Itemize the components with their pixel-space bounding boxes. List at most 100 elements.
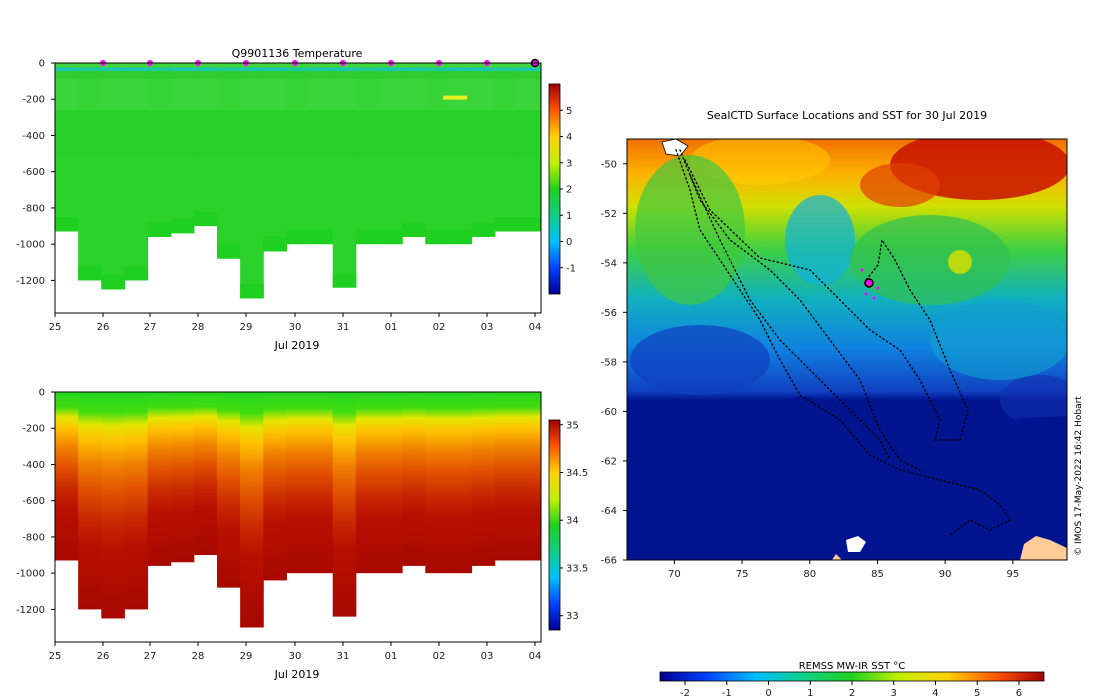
temperature-bottom-layer (471, 222, 496, 237)
x-tick-label: 26 (97, 322, 110, 333)
temperature-layer (448, 63, 473, 68)
x-tick-label: 04 (529, 322, 542, 333)
x-tick-label: 27 (144, 322, 157, 333)
salinity-profile-column (147, 392, 172, 566)
land-south (832, 554, 842, 560)
temperature-layer (101, 110, 125, 158)
temperature-layer (78, 71, 102, 80)
temperature-layer (286, 110, 311, 158)
temperature-layer (193, 110, 218, 158)
temperature-layer (263, 110, 287, 158)
sst-patch-blue-sw (630, 325, 770, 395)
salinity-profiles (55, 392, 542, 628)
temperature-layer (471, 67, 496, 72)
ice-edge-ocean (627, 396, 1067, 560)
map-x-tick-label: 70 (668, 569, 681, 580)
temperature-layer (101, 71, 125, 80)
temperature-layer (402, 71, 426, 80)
salinity-profile-column (379, 392, 403, 574)
temperature-layer (217, 110, 241, 158)
x-tick-label: 01 (385, 322, 398, 333)
colorbar-tick-label: 35 (566, 420, 579, 431)
temperature-layer (124, 71, 149, 80)
sst-field-patches (630, 139, 1067, 425)
recent-location-dot (864, 292, 868, 296)
temperature-layer (355, 63, 380, 68)
colorbar-tick-label: 3 (566, 158, 572, 169)
temperature-layer (332, 79, 357, 111)
salinity-y-axis: 0 -200 -400 -600 -800 -1000 -1200 (16, 388, 55, 616)
temperature-layer (101, 79, 125, 111)
sst-patch-blue-se (1000, 375, 1067, 425)
x-tick-label: 31 (337, 651, 350, 662)
salinity-colorbar-ticks: 33 33.5 34 34.5 35 (560, 420, 588, 622)
temperature-bottom-layer (193, 211, 218, 227)
temperature-layer (55, 67, 79, 72)
x-tick-label: 04 (529, 651, 542, 662)
y-tick-label: -1000 (16, 240, 45, 251)
credit-text: © IMOS 17-May-2022 16:42 Hobart (1074, 396, 1084, 556)
y-tick-label: -800 (22, 532, 45, 543)
temperature-layer (193, 79, 218, 111)
colorbar-tick-label: 0 (566, 237, 572, 248)
temperature-layer (217, 79, 241, 111)
temperature-layer (147, 110, 172, 158)
map-y-tick-label: -56 (601, 308, 617, 319)
salinity-profile-column (448, 392, 473, 574)
map-x-tick-label: 90 (939, 569, 952, 580)
temperature-layer (286, 63, 311, 68)
salinity-colorbar (548, 419, 561, 631)
temperature-x-axis: 25 26 27 28 29 30 31 01 02 03 04 (49, 313, 542, 333)
salinity-x-axis: 25 26 27 28 29 30 31 01 02 03 04 (49, 642, 542, 662)
x-tick-label: 27 (144, 651, 157, 662)
temperature-warm-streak (443, 95, 467, 100)
temperature-bottom-layer (263, 236, 287, 252)
y-tick-label: -200 (22, 424, 45, 435)
temperature-colorbar-ticks: -1 0 1 2 3 4 5 (560, 106, 576, 274)
missing-data-patch (846, 536, 866, 552)
salinity-profile-column (170, 392, 195, 563)
x-tick-label: 28 (192, 322, 205, 333)
sst-colorbar-tick-label: 4 (932, 688, 938, 699)
seal-track-segment (689, 174, 891, 461)
temperature-layer (170, 110, 195, 158)
temperature-layer (78, 79, 102, 111)
salinity-plot-frame (54, 391, 542, 643)
map-y-tick-label: -62 (601, 456, 617, 467)
map-y-tick-label: -58 (601, 357, 617, 368)
x-tick-label: 28 (192, 651, 205, 662)
temperature-layer (425, 71, 449, 80)
temperature-layer (170, 67, 195, 72)
x-tick-label: 26 (97, 651, 110, 662)
salinity-profile-column (217, 392, 241, 588)
temperature-layer (55, 110, 79, 158)
x-tick-label: 30 (289, 322, 302, 333)
temperature-bottom-layer (332, 273, 357, 288)
temperature-layer (448, 67, 473, 72)
temperature-layer (448, 71, 473, 80)
temperature-layer (101, 67, 125, 72)
salinity-profile-column (309, 392, 334, 574)
temperature-layer (240, 110, 264, 158)
temperature-bottom-layer (55, 216, 79, 232)
temperature-layer (286, 79, 311, 111)
x-tick-label: 03 (481, 322, 494, 333)
colorbar-tick-label: -1 (566, 263, 576, 274)
temperature-layer (471, 63, 496, 68)
temperature-bottom-layer (170, 218, 195, 234)
temperature-bottom-layer (355, 229, 380, 245)
temperature-colorbar (548, 83, 561, 295)
x-tick-label: 29 (240, 322, 253, 333)
temperature-layer (471, 79, 496, 111)
colorbar-tick-label: 33.5 (566, 563, 588, 574)
temperature-layer (55, 71, 79, 80)
sst-colorbar-ticks: -2 -1 0 1 2 3 4 5 6 (680, 681, 1022, 699)
temperature-layer (193, 71, 218, 80)
temperature-layer (425, 79, 449, 111)
map-x-axis: 70 75 80 85 90 95 (668, 560, 1019, 580)
temperature-layer (379, 110, 403, 158)
temperature-layer (379, 67, 403, 72)
temperature-bottom-layer (402, 222, 426, 237)
x-tick-label: 31 (337, 322, 350, 333)
